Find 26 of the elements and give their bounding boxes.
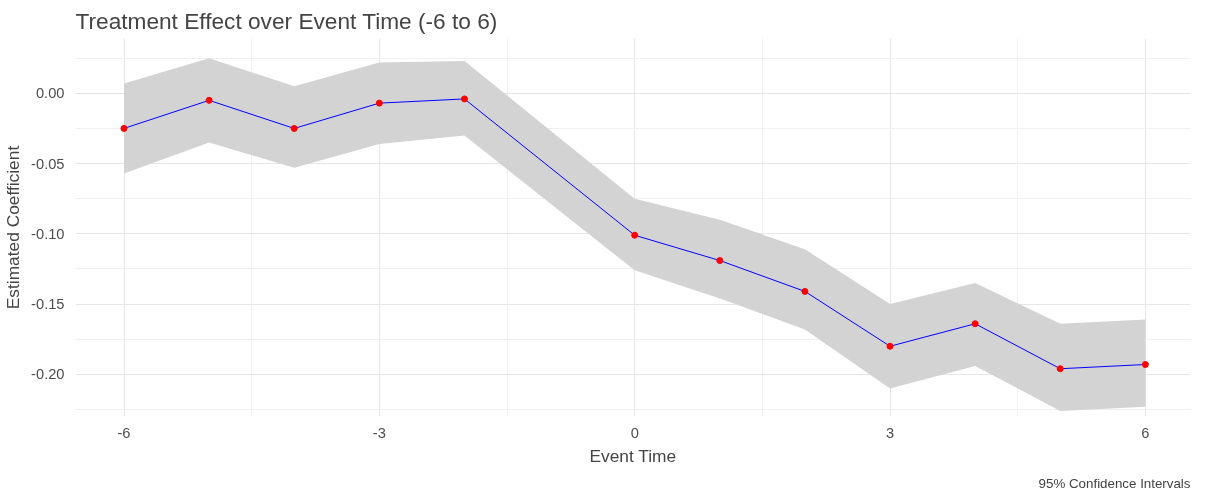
point bbox=[120, 124, 128, 132]
y-tick-label: 0.00 bbox=[35, 85, 65, 102]
point bbox=[460, 95, 468, 103]
point bbox=[971, 320, 979, 328]
point bbox=[631, 231, 639, 239]
point bbox=[1056, 365, 1064, 373]
point bbox=[886, 342, 894, 350]
point bbox=[375, 99, 383, 107]
point bbox=[801, 287, 809, 295]
x-tick-label: 0 bbox=[630, 424, 639, 441]
y-tick-label: -0.15 bbox=[31, 296, 65, 313]
text: 95% Confidence Intervals bbox=[1038, 475, 1191, 491]
y-tick-label: -0.20 bbox=[31, 366, 65, 383]
chart-title: Treatment Effect over Event Time (-6 to 6) bbox=[75, 7, 498, 34]
y-axis-title: Estimated Coefficient bbox=[3, 145, 24, 310]
x-tick-label: -6 bbox=[117, 424, 131, 441]
point bbox=[205, 96, 213, 104]
point bbox=[716, 257, 724, 265]
y-tick-label: -0.05 bbox=[31, 155, 65, 172]
x-tick-label: 6 bbox=[1141, 424, 1150, 441]
x-axis-title: Event Time bbox=[589, 445, 677, 466]
y-tick-label: -0.10 bbox=[31, 225, 65, 242]
x-tick-label: -3 bbox=[372, 424, 386, 441]
point bbox=[290, 124, 298, 132]
point bbox=[1141, 361, 1149, 368]
x-tick-label: 3 bbox=[885, 424, 895, 441]
